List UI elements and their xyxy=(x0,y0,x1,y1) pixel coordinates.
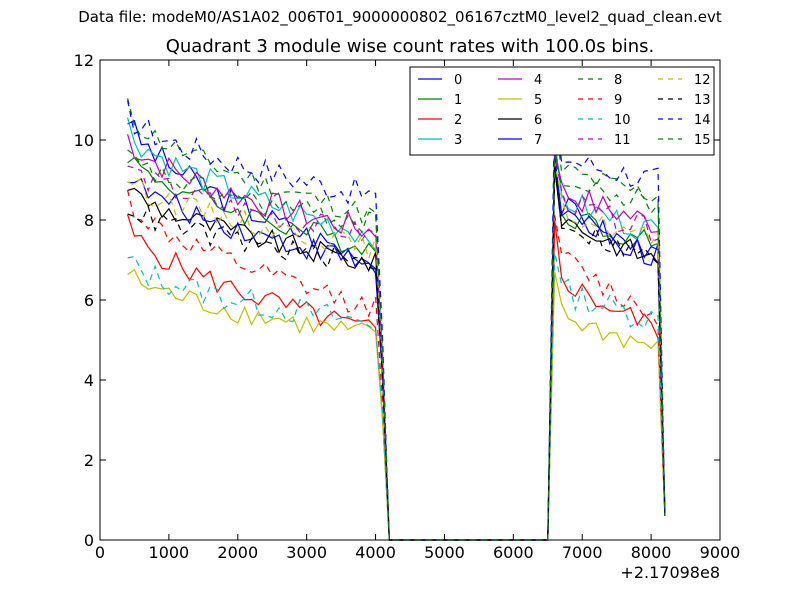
y-tick-label: 8 xyxy=(84,211,94,230)
series-line-12 xyxy=(127,162,666,541)
x-tick-label: 2000 xyxy=(217,543,258,562)
x-tick-label: 9000 xyxy=(700,543,741,562)
x-tick-label: 4000 xyxy=(355,543,396,562)
series-line-9 xyxy=(127,190,666,541)
legend-label-15: 15 xyxy=(694,133,711,148)
y-tick-label: 4 xyxy=(84,371,94,390)
legend-label-5: 5 xyxy=(534,93,542,108)
series-line-1 xyxy=(127,156,666,541)
data-file-label: Data file: modeM0/AS1A02_006T01_90000008… xyxy=(78,8,722,26)
axes: 0 1000 2000 3000 4000 5000 6000 7000 8000 9000 0 2 4… xyxy=(74,51,741,562)
y-tick-label: 12 xyxy=(74,51,94,70)
x-tick-label: 5000 xyxy=(424,543,465,562)
x-tick-label: 3000 xyxy=(286,543,327,562)
legend-label-12: 12 xyxy=(694,73,711,88)
y-tick-label: 0 xyxy=(84,531,94,550)
legend-label-2: 2 xyxy=(454,113,462,128)
legend-label-7: 7 xyxy=(534,133,542,148)
series-lines xyxy=(127,98,666,541)
series-line-5 xyxy=(127,268,666,541)
x-tick-label: 1000 xyxy=(149,543,190,562)
legend-box xyxy=(409,66,715,156)
legend-label-9: 9 xyxy=(614,93,622,108)
series-line-15 xyxy=(127,149,666,541)
y-tick-label: 6 xyxy=(84,291,94,310)
legend-label-10: 10 xyxy=(614,113,631,128)
x-offset-label: +2.17098e8 xyxy=(620,563,720,582)
x-tick-label: 8000 xyxy=(631,543,672,562)
series-line-11 xyxy=(127,154,666,541)
y-tick-label: 10 xyxy=(74,131,94,150)
legend-label-14: 14 xyxy=(694,113,711,128)
x-tick-label: 0 xyxy=(95,543,105,562)
x-tick-label: 7000 xyxy=(562,543,603,562)
legend-label-0: 0 xyxy=(454,73,462,88)
legend-label-11: 11 xyxy=(614,133,631,148)
legend-label-6: 6 xyxy=(534,113,542,128)
legend-label-8: 8 xyxy=(614,73,622,88)
series-line-14 xyxy=(127,100,666,541)
legend-label-4: 4 xyxy=(534,73,542,88)
legend-label-1: 1 xyxy=(454,93,462,108)
series-line-0 xyxy=(127,119,666,541)
x-tick-label: 6000 xyxy=(493,543,534,562)
series-line-4 xyxy=(127,134,666,541)
legend-label-13: 13 xyxy=(694,93,711,108)
series-line-10 xyxy=(127,252,666,541)
chart-title: Quadrant 3 module wise count rates with … xyxy=(165,36,655,57)
series-line-2 xyxy=(127,214,666,541)
legend-label-3: 3 xyxy=(454,133,462,148)
series-line-8 xyxy=(127,98,666,541)
series-line-7 xyxy=(127,155,666,541)
y-tick-label: 2 xyxy=(84,451,94,470)
